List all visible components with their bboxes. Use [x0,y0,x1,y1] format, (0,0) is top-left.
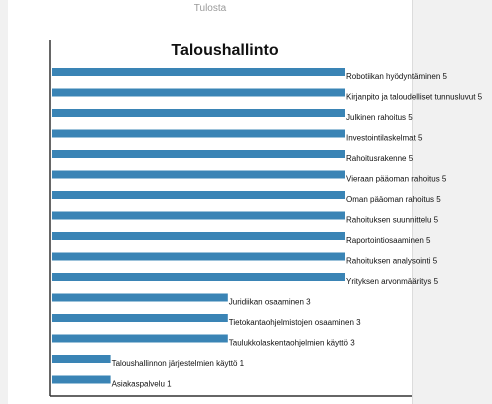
bar-8[interactable] [52,211,345,220]
bar-label-9: Raportointiosaaminen 5 [346,236,431,245]
bar-9[interactable] [52,232,345,240]
bar-label-10: Rahoituksen analysointi 5 [346,257,438,266]
bar-label-6: Vieraan pääoman rahoitus 5 [346,175,447,184]
bar-6[interactable] [52,170,345,179]
bar-7[interactable] [52,191,345,199]
bar-5[interactable] [52,150,345,158]
bar-label-8: Rahoituksen suunnittelu 5 [346,216,439,225]
bar-4[interactable] [52,129,345,138]
print-tab-label[interactable]: Tulosta [193,3,227,14]
bar-2[interactable] [52,88,345,97]
bar-14[interactable] [52,334,228,343]
bar-label-12: Juridiikan osaaminen 3 [229,298,311,307]
bar-label-5: Rahoitusrakenne 5 [346,154,414,163]
bar-13[interactable] [52,314,228,322]
bar-label-15: Taloushallinnon järjestelmien käyttö 1 [112,359,245,368]
bars-group: Robotiikan hyödyntäminen 5 Kirjanpito ja … [52,68,483,389]
bar-label-1: Robotiikan hyödyntäminen 5 [346,72,448,81]
bar-label-4: Investointilaskelmat 5 [346,134,423,143]
bar-label-16: Asiakaspalvelu 1 [112,380,173,389]
bar-1[interactable] [52,68,345,76]
sheet-border [412,0,413,404]
bar-label-13: Tietokantaohjelmistojen osaaminen 3 [229,318,361,327]
chart-title: Taloushallinto [171,42,278,59]
bar-15[interactable] [52,355,111,363]
bar-label-3: Julkinen rahoitus 5 [346,113,413,122]
bar-label-14: Taulukkolaskentaohjelmien käyttö 3 [229,339,355,348]
bar-10[interactable] [52,252,345,261]
bar-label-7: Oman pääoman rahoitus 5 [346,195,441,204]
bar-3[interactable] [52,109,345,117]
bar-label-2: Kirjanpito ja taloudelliset tunnusluvut … [346,93,483,102]
bar-12[interactable] [52,293,228,302]
bar-label-11: Yrityksen arvonmääritys 5 [346,277,439,286]
bar-11[interactable] [52,273,345,281]
bar-16[interactable] [52,375,111,384]
